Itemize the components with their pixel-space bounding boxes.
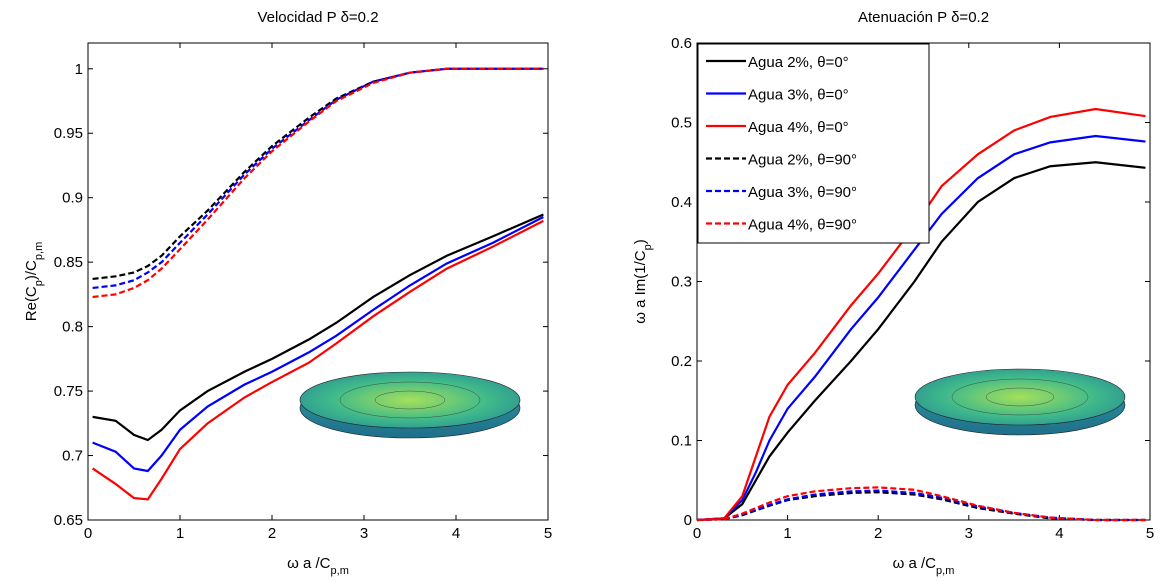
x-tick-label: 4 — [452, 525, 460, 542]
y-tick-label: 0.95 — [54, 125, 83, 142]
legend-label: Agua 3%, θ=0° — [748, 87, 849, 104]
label-subscript: p,m — [936, 565, 954, 577]
series-line — [91, 219, 544, 501]
x-tick-label: 1 — [783, 525, 791, 542]
y-tick-label: 0.6 — [671, 35, 692, 52]
x-tick-label: 2 — [268, 525, 276, 542]
y-tick-label: 0.65 — [54, 512, 83, 529]
legend-label: Agua 4%, θ=0° — [748, 119, 849, 136]
y-tick-label: 0.4 — [671, 194, 692, 211]
x-tick-label: 0 — [84, 525, 92, 542]
y-tick-label: 0.3 — [671, 274, 692, 291]
y-tick-label: 1 — [75, 61, 83, 78]
x-tick-label: 4 — [1055, 525, 1063, 542]
chart-title: Velocidad P δ=0.2 — [257, 9, 378, 26]
x-tick-label: 1 — [176, 525, 184, 542]
x-tick-label: 3 — [360, 525, 368, 542]
y-tick-label: 0.2 — [671, 353, 692, 370]
series-line — [696, 134, 1146, 522]
series-line — [696, 107, 1146, 522]
label-text: ) — [632, 239, 649, 244]
y-tick-label: 0.8 — [62, 319, 83, 336]
label-subscript: p,m — [33, 242, 45, 260]
series-line — [696, 486, 1146, 522]
label-text: ω a /C — [893, 555, 937, 572]
label-text: ω a Im(1/C — [632, 250, 649, 324]
y-tick-label: 0.5 — [671, 115, 692, 132]
label-subscript: p — [33, 280, 45, 286]
disk-illustration — [914, 368, 1126, 436]
legend-label: Agua 2%, θ=90° — [748, 152, 857, 169]
y-tick-label: 0.9 — [62, 190, 83, 207]
label-text: Re(C — [23, 286, 40, 321]
legend-label: Agua 3%, θ=90° — [748, 184, 857, 201]
series-line — [92, 216, 544, 473]
y-axis-label: ω a Im(1/Cp) — [632, 239, 654, 324]
y-tick-label: 0.7 — [62, 448, 83, 465]
plot-area — [87, 42, 549, 521]
series-line — [696, 161, 1146, 522]
y-tick-label: 0 — [684, 512, 692, 529]
label-text: )/C — [23, 260, 40, 280]
label-subscript: p,m — [331, 565, 349, 577]
x-tick-label: 5 — [1146, 525, 1154, 542]
series-line — [92, 67, 544, 299]
label-text: ω a /C — [287, 555, 331, 572]
x-tick-label: 5 — [544, 525, 552, 542]
y-tick-label: 0.1 — [671, 433, 692, 450]
disk-illustration — [299, 371, 521, 439]
y-tick-label: 0.85 — [54, 254, 83, 271]
legend-label: Agua 2%, θ=0° — [748, 54, 849, 71]
x-tick-label: 2 — [874, 525, 882, 542]
x-tick-label: 0 — [693, 525, 701, 542]
y-tick-label: 0.75 — [54, 383, 83, 400]
legend-box — [697, 43, 930, 244]
x-axis-label: ω a /Cp,m — [893, 555, 955, 577]
label-subscript: p — [642, 244, 654, 250]
y-axis-label: Re(Cp)/Cp,m — [23, 242, 45, 321]
x-axis-label: ω a /Cp,m — [287, 555, 349, 577]
series-line — [92, 213, 544, 442]
series-line — [696, 489, 1146, 522]
chart-title: Atenuación P δ=0.2 — [858, 9, 989, 26]
legend-label: Agua 4%, θ=90° — [748, 217, 857, 234]
series-line — [92, 67, 544, 290]
x-tick-label: 3 — [965, 525, 973, 542]
